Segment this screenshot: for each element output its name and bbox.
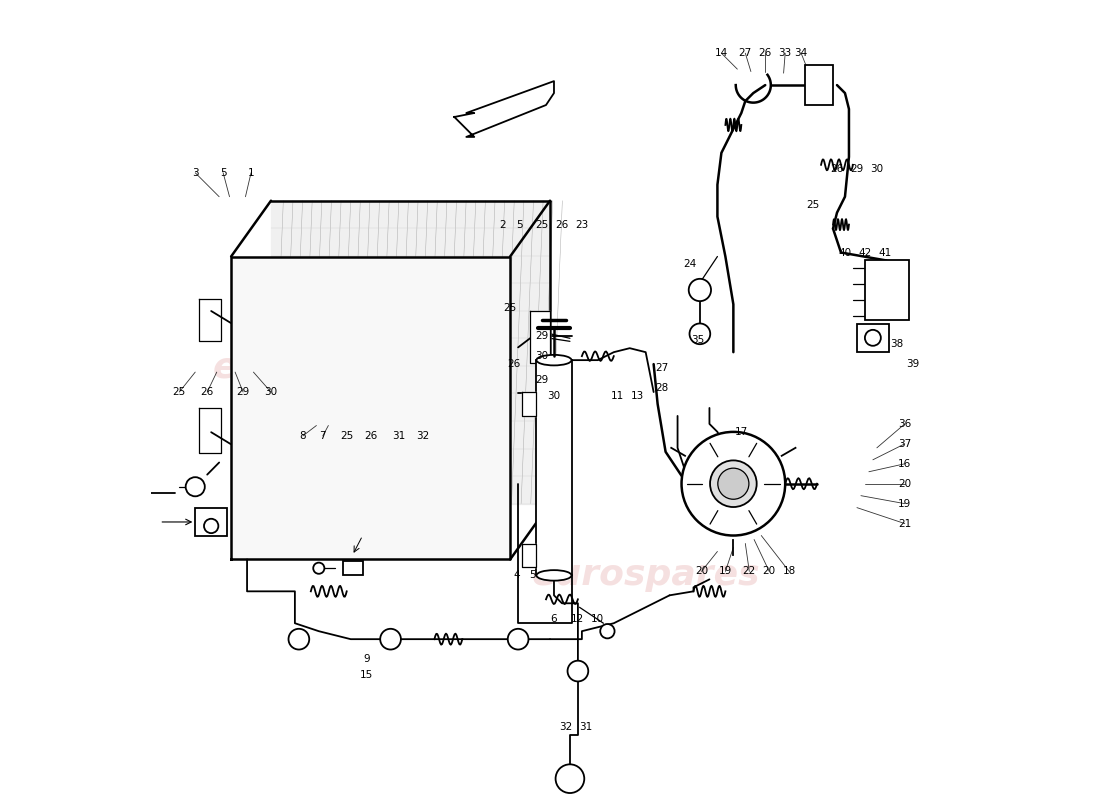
Text: 30: 30 [548,391,561,401]
Polygon shape [199,299,221,342]
Polygon shape [530,311,550,362]
Text: 26: 26 [759,48,772,58]
Text: 4: 4 [514,570,520,580]
Text: 30: 30 [870,164,883,174]
Polygon shape [522,543,537,567]
Text: 25: 25 [806,200,820,210]
Text: 2: 2 [499,220,506,230]
Ellipse shape [537,355,572,366]
Text: 14: 14 [715,48,728,58]
Bar [865,261,909,320]
Text: 33: 33 [779,48,792,58]
Polygon shape [454,81,554,137]
Text: 6: 6 [551,614,558,624]
Text: 11: 11 [612,391,625,401]
Text: 26: 26 [507,359,520,369]
Text: 34: 34 [794,48,807,58]
Ellipse shape [537,570,572,581]
Circle shape [718,468,749,499]
Text: 8: 8 [299,431,306,441]
Text: 25: 25 [340,431,353,441]
Bar [195,508,227,535]
Text: eurospares: eurospares [212,351,441,385]
Text: 5: 5 [220,168,227,178]
Text: 35: 35 [691,335,704,346]
Bar [805,65,833,105]
Text: 20: 20 [695,566,708,577]
Text: 25: 25 [504,303,517,314]
Text: 25: 25 [173,387,186,397]
Text: 19: 19 [718,566,732,577]
Text: 27: 27 [739,48,752,58]
Circle shape [865,330,881,346]
Text: 10: 10 [592,614,604,624]
Text: 21: 21 [898,518,912,529]
Text: 16: 16 [898,458,912,469]
Text: 30: 30 [264,387,277,397]
Text: 37: 37 [898,439,912,449]
Text: 26: 26 [556,220,569,230]
Text: 32: 32 [416,431,429,441]
Text: 31: 31 [392,431,405,441]
Text: 5: 5 [529,570,536,580]
Circle shape [204,518,219,533]
Circle shape [568,661,588,682]
Circle shape [710,460,757,507]
Text: 29: 29 [236,387,250,397]
Text: 17: 17 [735,427,748,437]
Text: 12: 12 [571,614,584,624]
Circle shape [186,477,205,496]
Text: 26: 26 [364,431,377,441]
Text: eurospares: eurospares [531,558,760,592]
Polygon shape [199,408,221,454]
Bar [343,561,363,575]
Circle shape [682,432,785,535]
Text: 25: 25 [536,220,549,230]
Text: 31: 31 [580,722,593,732]
Text: 15: 15 [360,670,373,680]
Circle shape [381,629,400,650]
Text: 19: 19 [898,498,912,509]
Bar [537,360,572,575]
Text: 24: 24 [683,259,696,270]
Text: 40: 40 [838,247,851,258]
Text: 29: 29 [536,375,549,385]
Bar [857,324,889,352]
Circle shape [508,629,528,650]
Circle shape [556,764,584,793]
Text: 30: 30 [536,351,549,361]
Text: 22: 22 [742,566,756,577]
Circle shape [690,323,711,344]
Circle shape [288,629,309,650]
Polygon shape [231,257,510,559]
Text: 36: 36 [898,419,912,429]
Polygon shape [271,201,550,504]
Text: 26: 26 [830,164,844,174]
Text: 20: 20 [899,478,911,489]
Text: 18: 18 [782,566,795,577]
Text: 38: 38 [890,339,903,349]
Text: 20: 20 [762,566,776,577]
Text: 42: 42 [858,247,871,258]
Text: 39: 39 [906,359,920,369]
Circle shape [314,562,324,574]
Text: 32: 32 [559,722,573,732]
Text: 26: 26 [200,387,213,397]
Text: 27: 27 [654,363,668,373]
Text: 9: 9 [363,654,370,664]
Text: 41: 41 [878,247,891,258]
Text: 23: 23 [575,220,589,230]
Text: 7: 7 [319,431,326,441]
Text: 5: 5 [516,220,522,230]
Text: 1: 1 [248,168,254,178]
Text: 29: 29 [536,331,549,342]
Polygon shape [522,392,537,416]
Text: 28: 28 [654,383,668,393]
Text: 13: 13 [631,391,645,401]
Circle shape [689,279,711,301]
Circle shape [601,624,615,638]
Text: 3: 3 [191,168,198,178]
Text: 29: 29 [850,164,864,174]
